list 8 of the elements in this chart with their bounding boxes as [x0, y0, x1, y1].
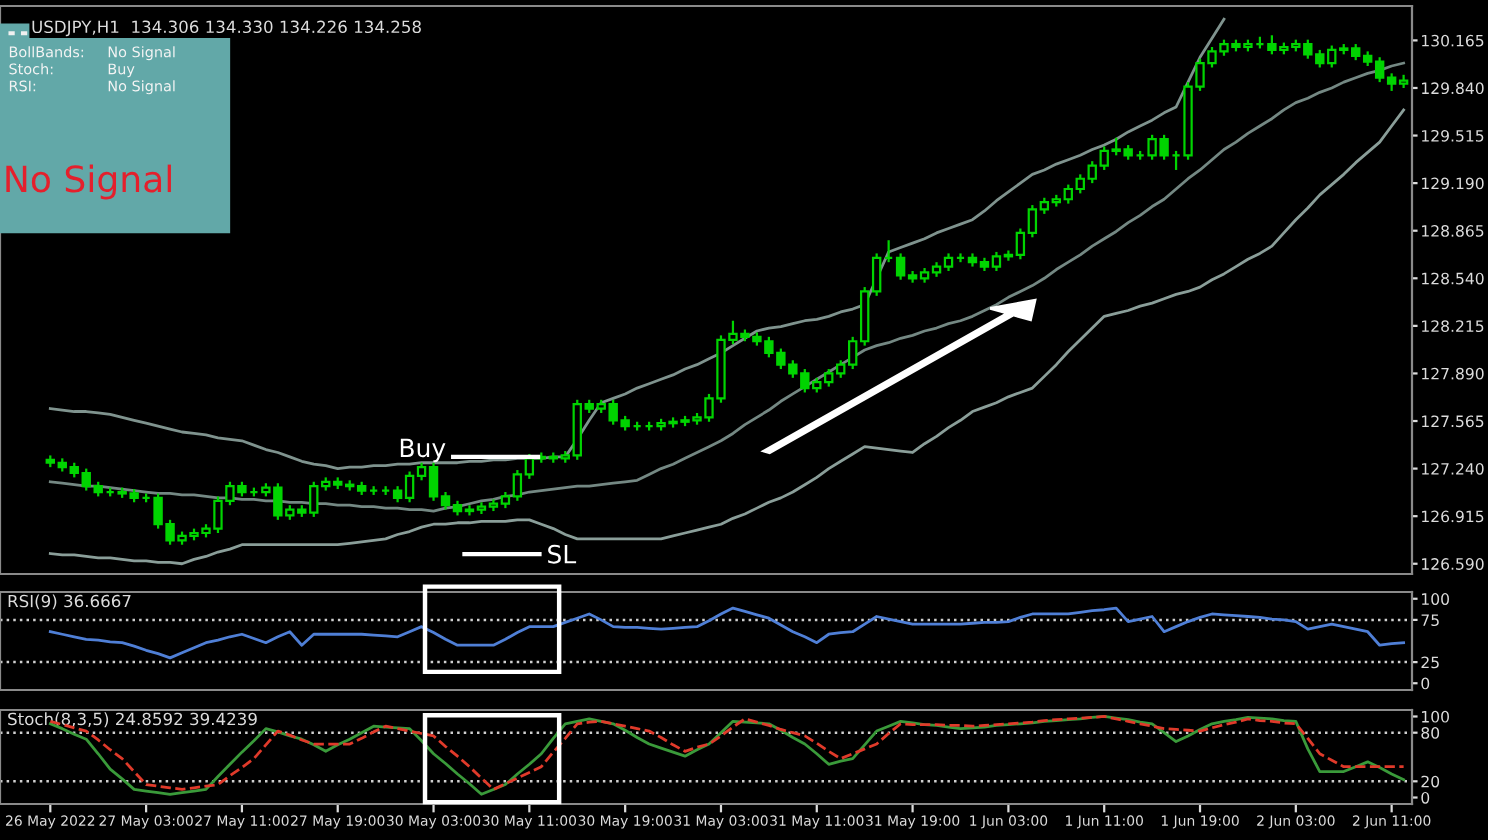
chart-title: Stoch(8,3,5) 24.8592 39.4239: [8, 712, 257, 728]
annotation: Buy: [400, 438, 446, 463]
chart-title: RSI(9) 36.6667: [8, 594, 131, 610]
annotation: SL: [548, 544, 577, 564]
annotation: No Signal: [6, 164, 171, 200]
line-series: [48, 108, 1406, 566]
text: USDJPY,H1 134.306 134.330 134.226 134.258: [32, 20, 421, 37]
line-series: [48, 606, 1406, 660]
